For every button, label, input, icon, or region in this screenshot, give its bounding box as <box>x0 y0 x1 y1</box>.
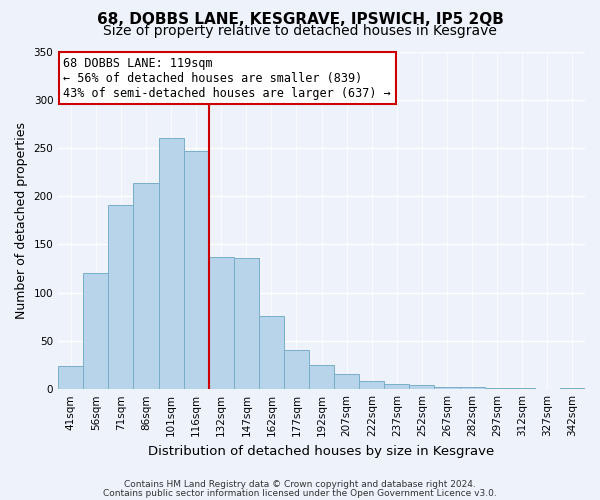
Text: Contains public sector information licensed under the Open Government Licence v3: Contains public sector information licen… <box>103 488 497 498</box>
Bar <box>334 374 359 389</box>
Bar <box>560 388 585 389</box>
Bar <box>133 182 158 389</box>
Text: Size of property relative to detached houses in Kesgrave: Size of property relative to detached ho… <box>103 24 497 38</box>
Bar <box>510 388 535 389</box>
Bar <box>385 384 409 389</box>
Text: Contains HM Land Registry data © Crown copyright and database right 2024.: Contains HM Land Registry data © Crown c… <box>124 480 476 489</box>
Bar <box>359 382 385 389</box>
X-axis label: Distribution of detached houses by size in Kesgrave: Distribution of detached houses by size … <box>148 444 495 458</box>
Bar <box>460 388 485 389</box>
Bar <box>259 316 284 389</box>
Bar <box>158 138 184 389</box>
Bar <box>58 366 83 389</box>
Bar <box>209 257 234 389</box>
Text: 68, DOBBS LANE, KESGRAVE, IPSWICH, IP5 2QB: 68, DOBBS LANE, KESGRAVE, IPSWICH, IP5 2… <box>97 12 503 28</box>
Bar <box>109 205 133 389</box>
Bar <box>234 258 259 389</box>
Bar <box>83 274 109 389</box>
Bar <box>409 386 434 389</box>
Bar <box>485 388 510 389</box>
Bar <box>184 151 209 389</box>
Y-axis label: Number of detached properties: Number of detached properties <box>15 122 28 319</box>
Bar <box>284 350 309 389</box>
Text: 68 DOBBS LANE: 119sqm
← 56% of detached houses are smaller (839)
43% of semi-det: 68 DOBBS LANE: 119sqm ← 56% of detached … <box>64 56 391 100</box>
Bar <box>434 388 460 389</box>
Bar <box>309 365 334 389</box>
